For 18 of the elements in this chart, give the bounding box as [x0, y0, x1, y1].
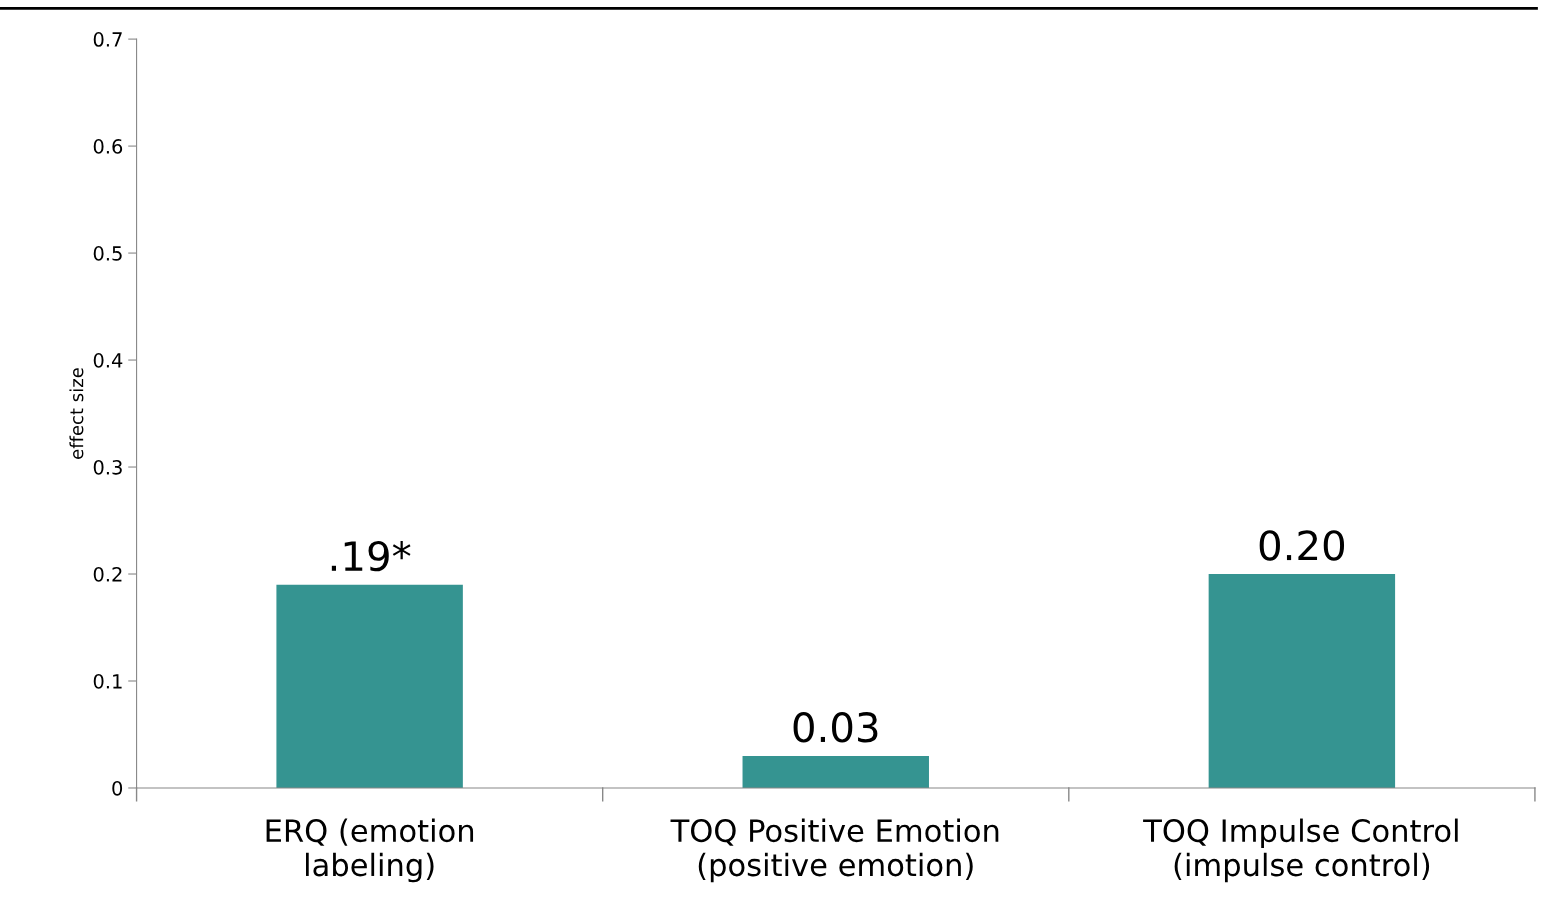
bar [742, 755, 929, 788]
y-tick-label: 0.5 [93, 246, 122, 261]
x-tick-label: TOQ Positive Emotion (positive emotion) [670, 818, 999, 883]
bar [1208, 574, 1396, 788]
y-tick-label: 0.2 [93, 566, 122, 582]
x-tick-label: ERQ (emotion labeling) [266, 818, 474, 883]
y-tick-label: 0.7 [93, 32, 122, 47]
data-label: 0.03 [793, 712, 878, 743]
data-label: 0.20 [1259, 530, 1345, 561]
x-tick-label: TOQ Impulse Control (impulse control) [1143, 818, 1458, 883]
y-tick-label: 0.1 [93, 673, 122, 689]
y-axis-title: effect size [69, 368, 84, 459]
data-label: .19* [331, 540, 411, 572]
bar [276, 584, 463, 788]
y-tick-label: 0.6 [93, 139, 123, 154]
y-tick-label: 0.3 [93, 459, 122, 475]
y-tick-label: 0 [112, 780, 123, 796]
y-tick-label: 0.4 [93, 353, 123, 368]
